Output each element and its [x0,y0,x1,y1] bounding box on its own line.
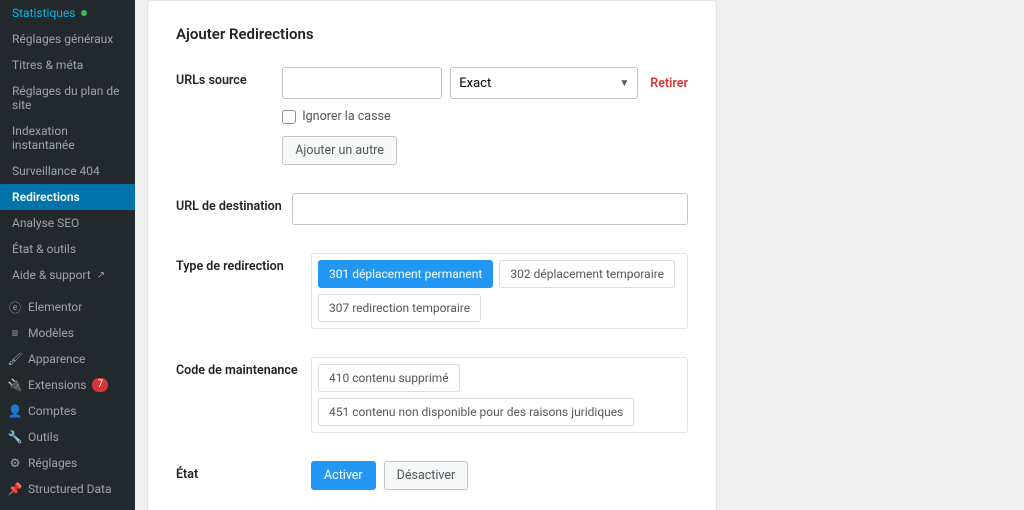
admin-sidebar: Statistiques Réglages générauxTitres & m… [0,0,135,510]
sidebar-item-label: Apparence [28,352,85,366]
maintenance-code-option[interactable]: 410 contenu supprimé [318,364,460,392]
redirect-type-group: 301 déplacement permanent302 déplacement… [311,253,688,329]
sidebar-subitem[interactable]: Indexation instantanée [0,118,135,158]
match-type-value: Exact [459,76,491,91]
sidebar-item[interactable]: 👤 Comptes [0,398,135,424]
sidebar-subitem[interactable]: État & outils [0,236,135,262]
appearance-icon: 🖌 [8,352,22,366]
plugins-icon: 🔌 [8,378,22,392]
sidebar-subitem[interactable]: Statistiques [0,0,135,26]
card-title: Ajouter Redirections [176,25,688,43]
sidebar-subitem[interactable]: Titres & méta [0,52,135,78]
deactivate-button[interactable]: Désactiver [384,461,469,490]
sidebar-subitem[interactable]: Redirections [0,184,135,210]
tools-icon: 🔧 [8,430,22,444]
add-another-button[interactable]: Ajouter un autre [282,136,397,165]
sidebar-subitem[interactable]: Surveillance 404 [0,158,135,184]
match-type-select[interactable]: Exact ▼ [450,67,638,99]
chevron-down-icon: ▼ [619,78,629,89]
external-link-icon: ↗ [97,270,105,281]
source-url-label: URLs source [176,67,282,165]
templates-icon: ≡ [8,326,22,340]
sidebar-subitem[interactable]: Réglages du plan de site [0,78,135,118]
redirect-type-option[interactable]: 301 déplacement permanent [318,260,493,288]
sidebar-item[interactable]: ⓔ Elementor [0,294,135,320]
redirect-type-option[interactable]: 302 déplacement temporaire [499,260,675,288]
sidebar-item-label: Structured Data [28,482,111,496]
structured-data-icon: 📌 [8,482,22,496]
activate-button[interactable]: Activer [311,461,376,490]
sidebar-item-label: Extensions [28,378,86,392]
users-icon: 👤 [8,404,22,418]
redirect-type-label: Type de redirection [176,253,311,329]
sidebar-item[interactable]: 🔌 Extensions 7 [0,372,135,398]
sidebar-item[interactable]: 🖌 Apparence [0,346,135,372]
sidebar-item[interactable]: ⚙ Réglages [0,450,135,476]
sidebar-item-label: Modèles [28,326,74,340]
ignore-case-checkbox[interactable] [282,110,296,124]
sidebar-item[interactable]: 🔗Custom Permalinks [0,502,135,510]
update-badge: 7 [92,378,108,392]
maintenance-code-option[interactable]: 451 contenu non disponible pour des rais… [318,398,634,426]
maintenance-code-label: Code de maintenance [176,357,311,433]
destination-url-input[interactable] [292,193,688,225]
main-content: Ajouter Redirections URLs source Exact ▼… [135,0,1024,510]
sidebar-item-label: Elementor [28,300,82,314]
sidebar-item-label: Comptes [28,404,76,418]
ignore-case-label: Ignorer la casse [302,109,390,124]
elementor-icon: ⓔ [8,300,22,314]
settings-icon: ⚙ [8,456,22,470]
sidebar-item-label: Outils [28,430,59,444]
remove-link[interactable]: Retirer [650,76,688,91]
state-label: État [176,461,311,490]
sidebar-item-label: Réglages [28,456,77,470]
status-dot-icon [81,10,87,16]
redirections-card: Ajouter Redirections URLs source Exact ▼… [147,0,717,510]
sidebar-item[interactable]: 📌 Structured Data [0,476,135,502]
redirect-type-option[interactable]: 307 redirection temporaire [318,294,481,322]
source-url-input[interactable] [282,67,442,99]
maintenance-code-group: 410 contenu supprimé 451 contenu non disp… [311,357,688,433]
sidebar-subitem[interactable]: Réglages généraux [0,26,135,52]
sidebar-subitem[interactable]: Analyse SEO [0,210,135,236]
destination-url-label: URL de destination [176,193,292,225]
sidebar-subitem[interactable]: Aide & support ↗ [0,262,135,288]
sidebar-item[interactable]: ≡ Modèles [0,320,135,346]
sidebar-item[interactable]: 🔧 Outils [0,424,135,450]
